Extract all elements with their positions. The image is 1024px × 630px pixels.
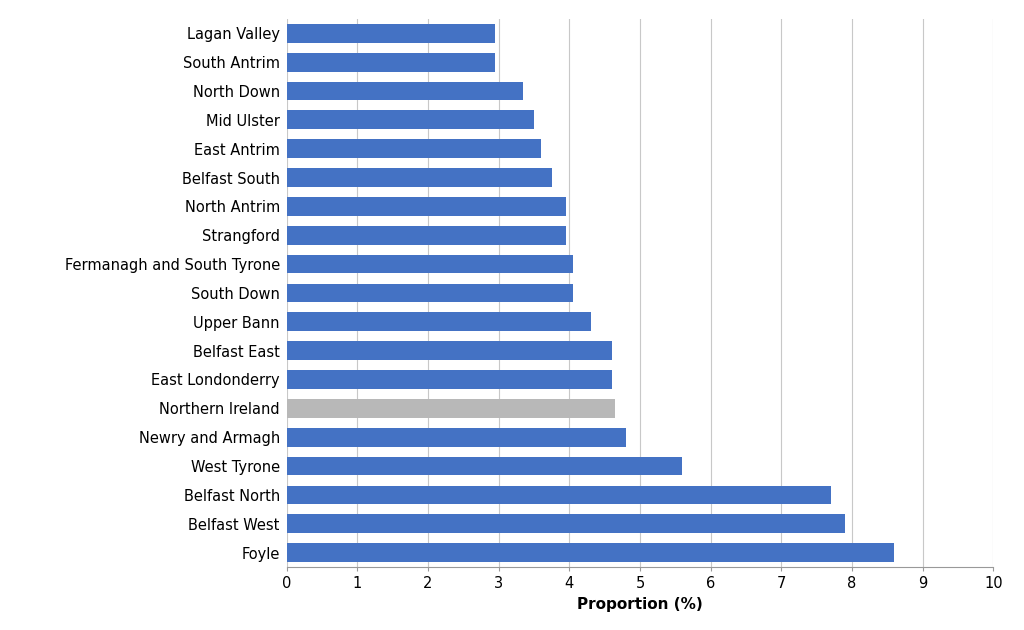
Bar (287, 514, 845, 533)
Bar (287, 486, 830, 504)
Bar (287, 53, 496, 72)
Bar (287, 428, 626, 447)
X-axis label: Proportion (%): Proportion (%) (578, 597, 702, 612)
Bar (287, 82, 523, 100)
Bar (287, 370, 611, 389)
Bar (287, 457, 682, 476)
Bar (287, 312, 591, 331)
Bar (287, 399, 615, 418)
Bar (287, 341, 611, 360)
Bar (287, 24, 496, 43)
Bar (287, 284, 572, 302)
Bar (287, 255, 572, 273)
Bar (287, 543, 894, 562)
Bar (287, 139, 541, 158)
Bar (287, 110, 535, 129)
Bar (287, 197, 566, 216)
Bar (287, 226, 566, 244)
Bar (287, 168, 552, 187)
